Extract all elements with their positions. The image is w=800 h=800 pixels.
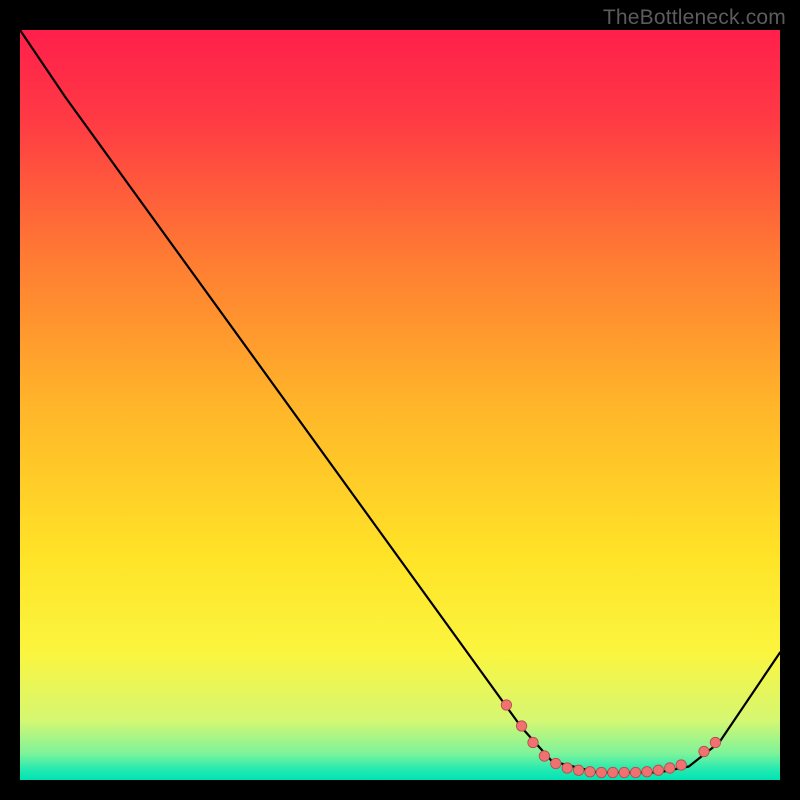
curve-marker <box>528 737 538 747</box>
curve-marker <box>551 758 561 768</box>
curve-marker <box>653 765 663 775</box>
curve-marker <box>630 767 640 777</box>
bottleneck-chart <box>0 0 800 800</box>
curve-marker <box>562 763 572 773</box>
curve-marker <box>596 767 606 777</box>
curve-marker <box>608 767 618 777</box>
curve-marker <box>501 700 511 710</box>
chart-background <box>20 30 780 780</box>
curve-marker <box>619 767 629 777</box>
curve-marker <box>710 737 720 747</box>
watermark-text: TheBottleneck.com <box>603 6 786 30</box>
curve-marker <box>539 751 549 761</box>
curve-marker <box>585 767 595 777</box>
curve-marker <box>516 721 526 731</box>
curve-marker <box>642 767 652 777</box>
curve-marker <box>573 765 583 775</box>
curve-marker <box>665 763 675 773</box>
curve-marker <box>699 746 709 756</box>
curve-marker <box>676 760 686 770</box>
